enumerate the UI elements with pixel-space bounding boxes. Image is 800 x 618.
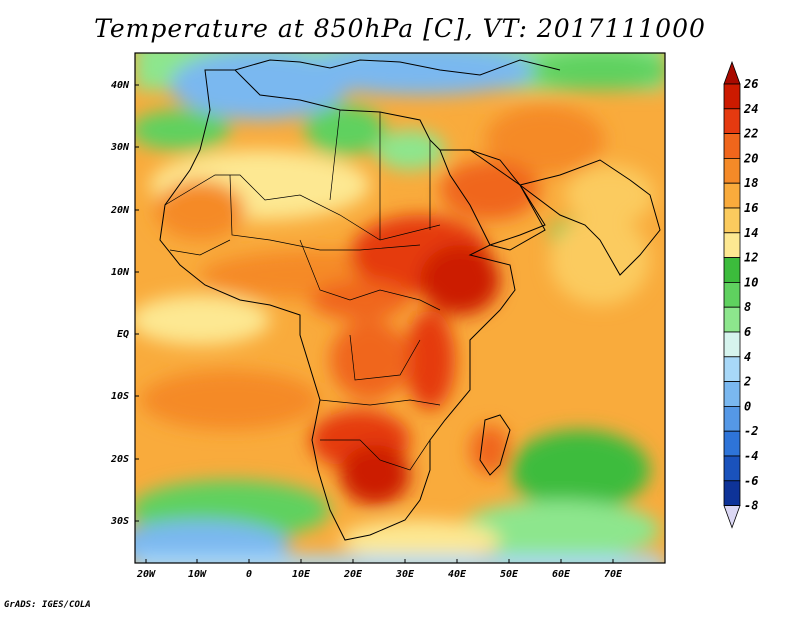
lon-label: 10W <box>188 569 207 580</box>
lat-label: 20N <box>110 205 130 216</box>
lon-label: 60E <box>552 569 571 580</box>
colorbar-label: 22 <box>743 127 758 141</box>
lon-label: 10E <box>292 569 311 580</box>
lat-label: 30S <box>110 516 129 527</box>
colorbar-label: 26 <box>743 77 758 91</box>
temperature-field <box>135 53 665 563</box>
lat-label: 10S <box>111 391 129 402</box>
colorbar-swatch <box>723 207 741 234</box>
colorbar-label: 14 <box>744 226 758 240</box>
lon-label: 20W <box>136 569 156 580</box>
lon-label: 40E <box>448 569 467 580</box>
colorbar-swatch <box>723 108 741 135</box>
colorbar-label: 10 <box>744 275 758 289</box>
lon-label: 20E <box>343 569 363 580</box>
colorbar-label: 4 <box>744 350 751 364</box>
colorbar-bottom-arrow <box>723 505 741 529</box>
colorbar-swatch <box>723 157 741 184</box>
colorbar-label: 16 <box>744 201 758 215</box>
colorbar-swatch <box>723 281 741 308</box>
colorbar-swatch <box>723 182 741 209</box>
grads-credit: GrADS: IGES/COLA <box>4 600 91 610</box>
lat-label: EQ <box>117 329 129 340</box>
colorbar-label: 2 <box>743 375 751 389</box>
colorbar-swatch <box>723 133 741 159</box>
colorbar-label: 6 <box>744 325 751 339</box>
colorbar-swatch <box>723 455 741 482</box>
lon-label: 70E <box>604 569 623 580</box>
lat-label: 40N <box>111 80 130 91</box>
colorbar-swatch <box>723 83 741 110</box>
lon-label: 50E <box>500 569 519 580</box>
colorbar-label: 12 <box>744 251 758 265</box>
longitude-axis: 20W 10W 0 10E 20E 30E 40E 50E 60E 70E <box>136 569 623 580</box>
colorbar-swatch <box>723 405 741 432</box>
colorbar-swatch <box>723 232 741 259</box>
colorbar-swatch <box>723 381 741 407</box>
colorbar-label: 18 <box>744 176 758 190</box>
latitude-axis: 40N 30N 20N 10N EQ 10S 20S 30S <box>110 80 130 527</box>
country-borders <box>164 109 441 471</box>
colorbar-swatch <box>723 430 741 457</box>
colorbar-swatch <box>723 257 741 283</box>
colorbar-label: 20 <box>743 151 758 165</box>
colorbar-label: 8 <box>744 300 751 314</box>
map-title: Temperature at 850hPa [C], VT: 201711100… <box>94 14 706 43</box>
lon-label: 0 <box>246 569 252 580</box>
lat-label: 10N <box>111 267 130 278</box>
lon-ticks <box>145 559 614 563</box>
colorbar-swatch <box>723 480 741 506</box>
colorbar-label: 24 <box>743 102 758 116</box>
lat-label: 20S <box>110 454 129 465</box>
colorbar-label: -2 <box>744 424 758 438</box>
colorbar-top-arrow <box>723 60 741 85</box>
colorbar-swatch <box>723 331 741 358</box>
lat-ticks <box>135 84 139 522</box>
colorbar-swatch <box>723 356 741 382</box>
colorbar-label: -6 <box>744 474 758 488</box>
colorbar-label: 0 <box>744 399 751 413</box>
plot-frame <box>134 52 666 564</box>
lon-label: 30E <box>395 569 415 580</box>
colorbar-label: -4 <box>744 449 758 463</box>
colorbar-label: -8 <box>744 499 758 513</box>
colorbar-swatch <box>723 306 741 333</box>
lat-label: 30N <box>110 142 130 153</box>
